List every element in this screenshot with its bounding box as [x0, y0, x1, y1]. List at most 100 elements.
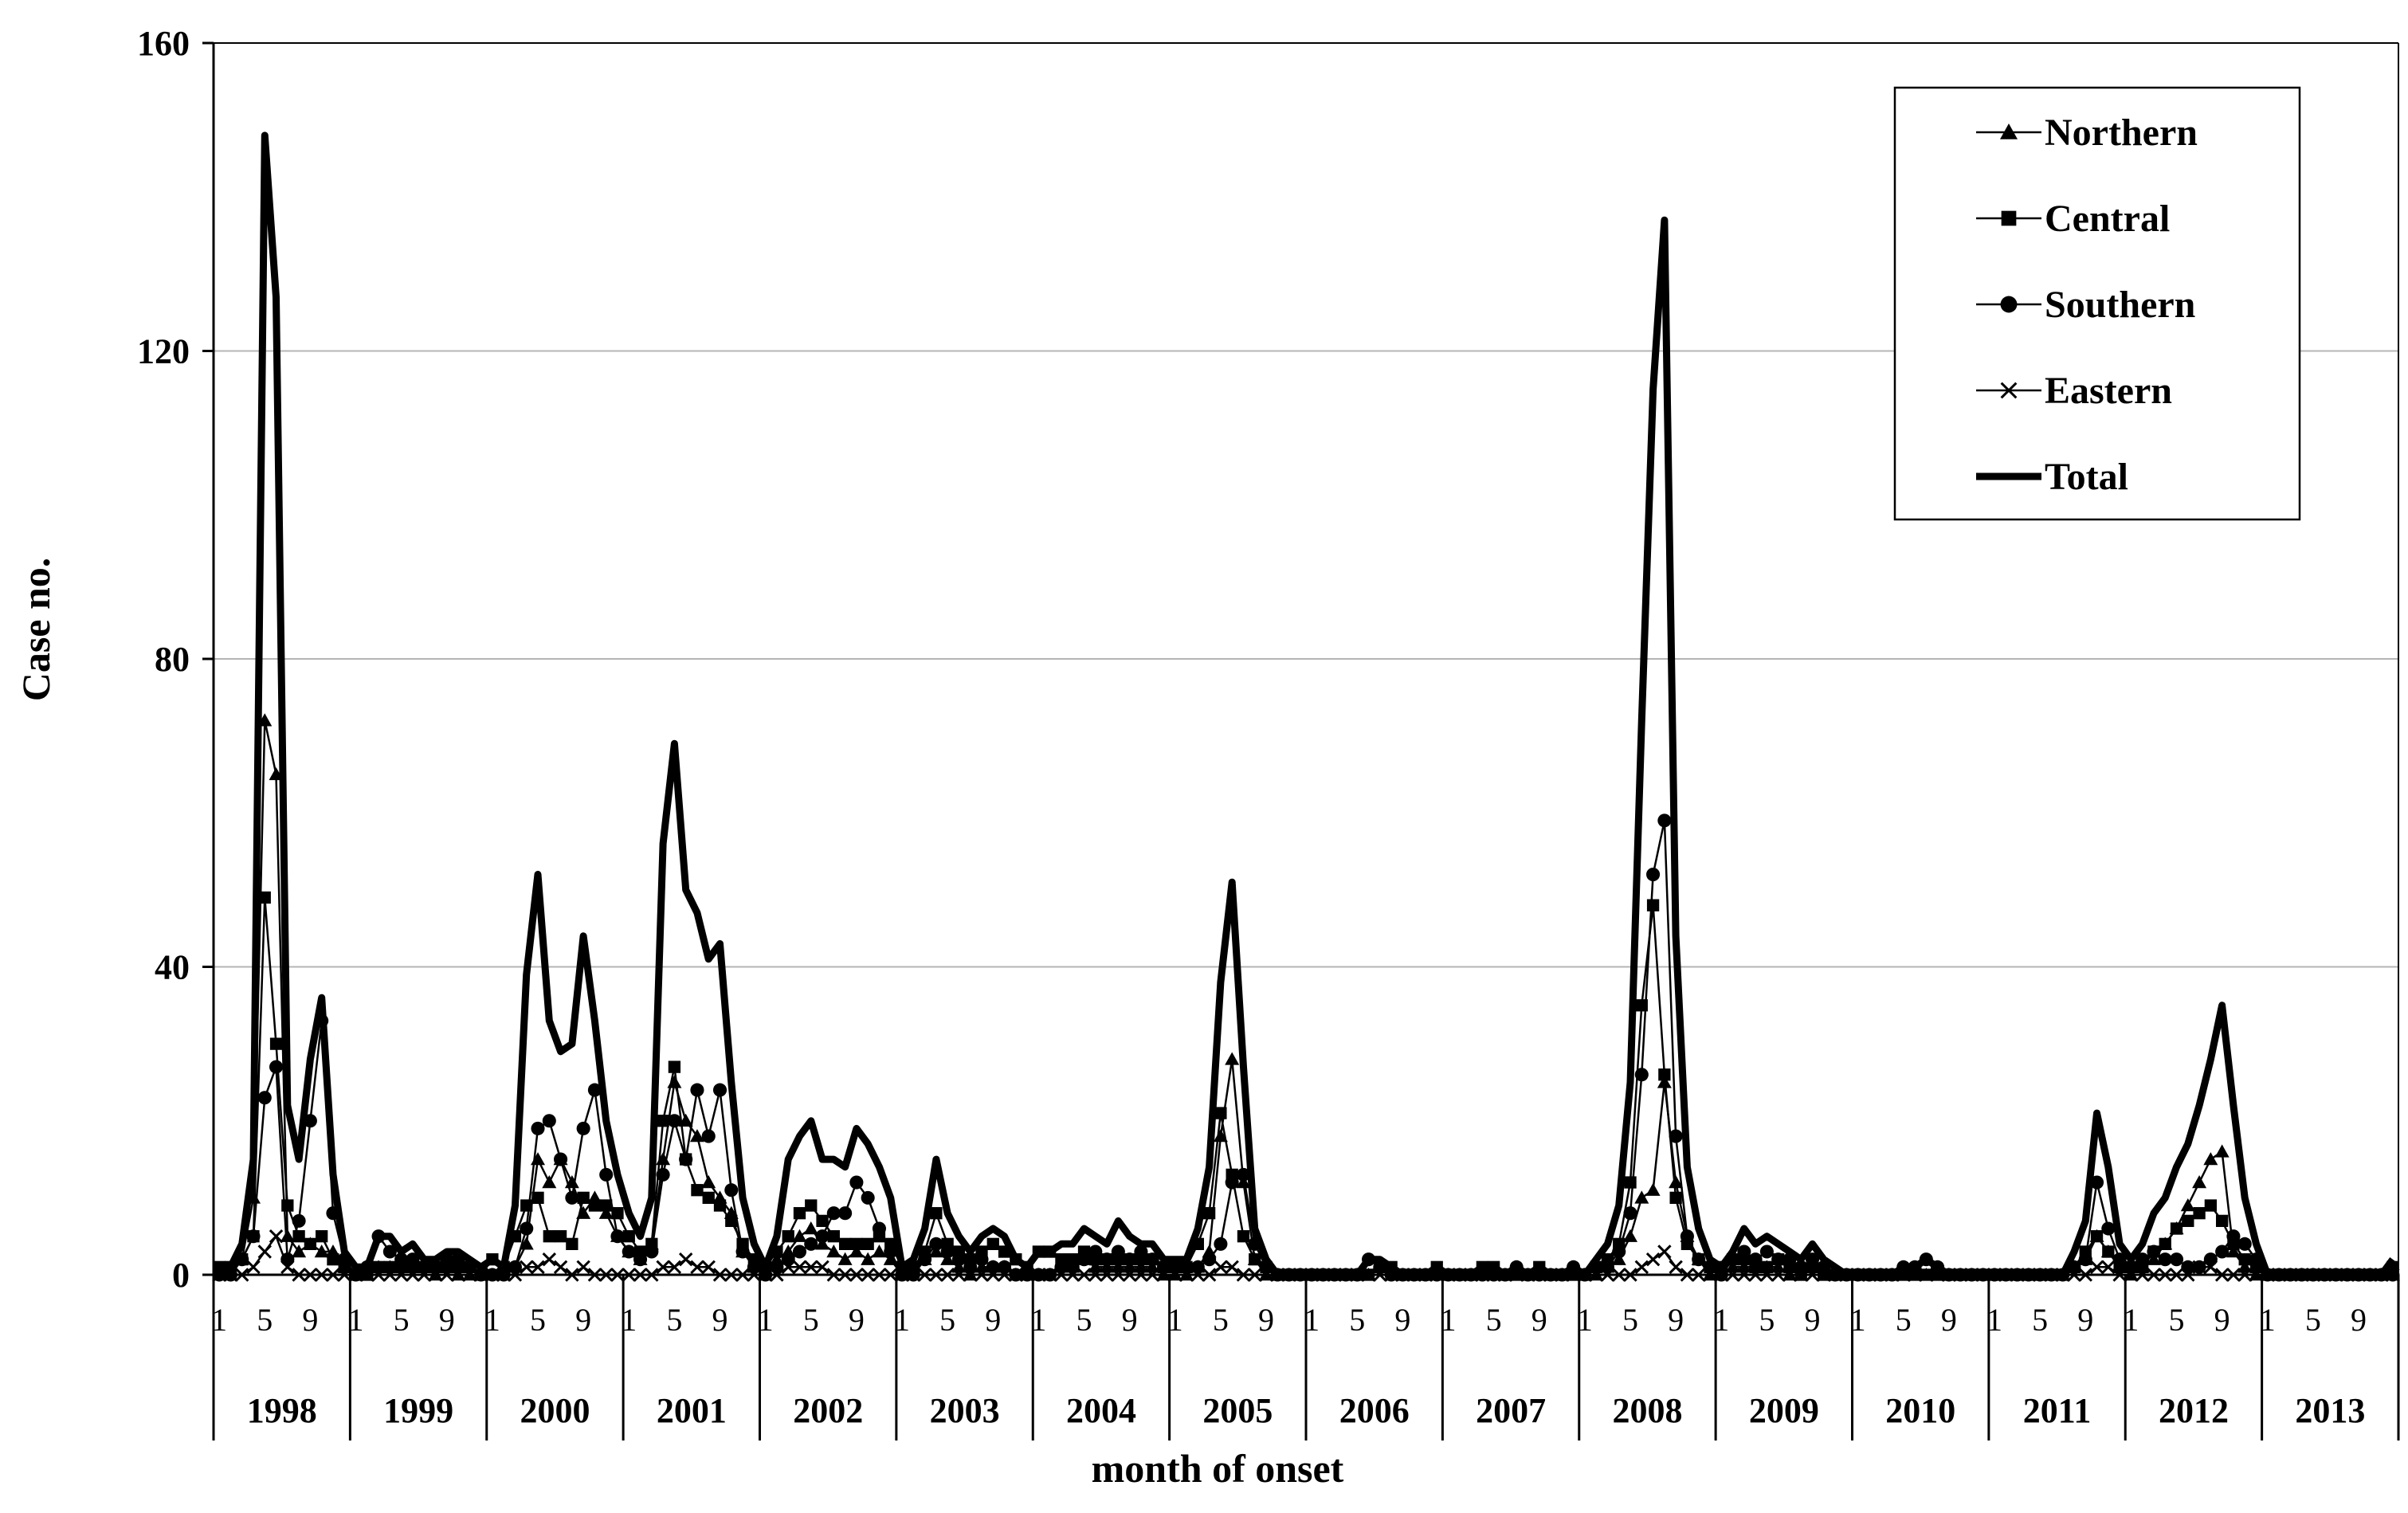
data-point-eastern [645, 1268, 659, 1282]
legend-marker-northern [2000, 123, 2018, 139]
y-axis-title: Case no. [14, 558, 58, 702]
data-point-southern [849, 1175, 864, 1190]
data-point-central [316, 1230, 328, 1243]
data-point-central [838, 1237, 852, 1250]
month-tick-label: 1 [1713, 1302, 1729, 1338]
year-label: 2006 [1339, 1391, 1410, 1430]
data-point-eastern [2169, 1268, 2184, 1282]
data-point-central [2193, 1207, 2206, 1220]
year-label: 2013 [2295, 1391, 2365, 1430]
month-tick-label: 5 [666, 1302, 682, 1338]
data-point-central [691, 1184, 704, 1197]
data-point-central [986, 1237, 999, 1250]
month-tick-label: 1 [1441, 1302, 1457, 1338]
month-tick-label: 5 [1349, 1302, 1365, 1338]
data-point-central [1237, 1230, 1250, 1243]
data-point-southern [872, 1221, 887, 1236]
data-point-southern [622, 1245, 636, 1259]
data-point-eastern [929, 1268, 943, 1282]
data-point-southern [1236, 1167, 1251, 1182]
data-point-southern [1202, 1252, 1217, 1267]
data-point-eastern [485, 1268, 500, 1282]
x-axis-title: month of onset [1092, 1446, 1344, 1491]
data-point-southern [918, 1252, 932, 1267]
legend-label-eastern: Eastern [2045, 370, 2172, 412]
month-tick-label: 1 [1167, 1302, 1183, 1338]
data-point-eastern [565, 1268, 579, 1282]
data-point-southern [257, 1091, 272, 1105]
data-point-eastern [440, 1268, 454, 1282]
data-point-southern [2101, 1221, 2116, 1236]
data-point-southern [2112, 1252, 2127, 1267]
data-point-southern [1771, 1252, 1786, 1267]
data-point-eastern [542, 1252, 557, 1267]
data-point-eastern [1714, 1268, 1728, 1282]
year-label: 2000 [520, 1391, 590, 1430]
month-tick-label: 5 [2169, 1302, 2185, 1338]
data-point-southern [1634, 1068, 1649, 1082]
month-tick-label: 9 [1668, 1302, 1684, 1338]
data-point-central [588, 1199, 602, 1212]
data-point-northern [2192, 1175, 2207, 1189]
data-point-eastern [451, 1268, 465, 1282]
data-point-central [805, 1199, 818, 1212]
month-tick-label: 5 [1896, 1302, 1912, 1338]
data-point-eastern [2226, 1268, 2241, 1282]
data-point-central [2090, 1230, 2104, 1243]
month-tick-label: 5 [2305, 1302, 2321, 1338]
month-tick-label: 5 [1077, 1302, 1092, 1338]
data-point-eastern [701, 1260, 716, 1275]
data-point-eastern [1145, 1268, 1159, 1282]
month-tick-label: 9 [1805, 1302, 1821, 1338]
data-point-eastern [2192, 1260, 2206, 1275]
data-point-central [2182, 1214, 2194, 1228]
data-point-southern [1225, 1175, 1239, 1190]
data-point-eastern [1225, 1260, 1239, 1275]
data-point-eastern [246, 1260, 261, 1275]
data-point-southern [656, 1167, 670, 1182]
legend: Northern Central Southern Eastern Total [1893, 86, 2301, 521]
data-point-eastern [1020, 1268, 1034, 1282]
data-point-eastern [951, 1268, 967, 1282]
data-point-central [713, 1199, 727, 1212]
month-tick-label: 9 [2351, 1302, 2367, 1338]
data-point-eastern [257, 1245, 272, 1259]
data-point-southern [1077, 1252, 1092, 1267]
data-point-northern [689, 1129, 704, 1143]
data-point-central [816, 1214, 829, 1228]
legend-label-total: Total [2045, 456, 2128, 498]
data-point-southern [1088, 1245, 1103, 1259]
data-point-eastern [895, 1268, 909, 1282]
series-total [219, 131, 2396, 1279]
month-tick-label: 5 [1486, 1302, 1502, 1338]
data-point-eastern [2214, 1268, 2230, 1282]
data-point-central [850, 1237, 863, 1250]
month-tick-label: 9 [1394, 1302, 1410, 1338]
year-label: 1999 [383, 1391, 453, 1430]
data-point-eastern [1134, 1268, 1148, 1282]
data-point-eastern [1168, 1268, 1182, 1282]
data-point-eastern [986, 1268, 1000, 1282]
data-point-eastern [1680, 1268, 1695, 1282]
data-point-northern [280, 1229, 295, 1242]
data-point-northern [1611, 1252, 1626, 1265]
data-point-central [2215, 1214, 2229, 1228]
data-point-southern [667, 1114, 681, 1128]
data-point-eastern [360, 1268, 375, 1282]
data-point-northern [531, 1152, 546, 1166]
year-label: 2010 [1885, 1391, 1955, 1430]
data-point-southern [520, 1221, 534, 1236]
data-point-central [258, 891, 271, 904]
y-tick-labels: 0 40 80 120 160 [137, 24, 190, 1295]
data-point-eastern [428, 1268, 443, 1282]
data-point-eastern [2147, 1268, 2161, 1282]
data-point-central [1202, 1207, 1216, 1220]
data-point-eastern [1657, 1245, 1672, 1259]
data-point-eastern [1612, 1268, 1626, 1282]
data-point-southern [951, 1252, 966, 1267]
data-point-eastern [2181, 1268, 2195, 1282]
data-point-southern [997, 1260, 1012, 1274]
data-point-southern [2147, 1245, 2161, 1259]
data-point-eastern [884, 1268, 898, 1282]
data-point-central [2102, 1245, 2115, 1258]
